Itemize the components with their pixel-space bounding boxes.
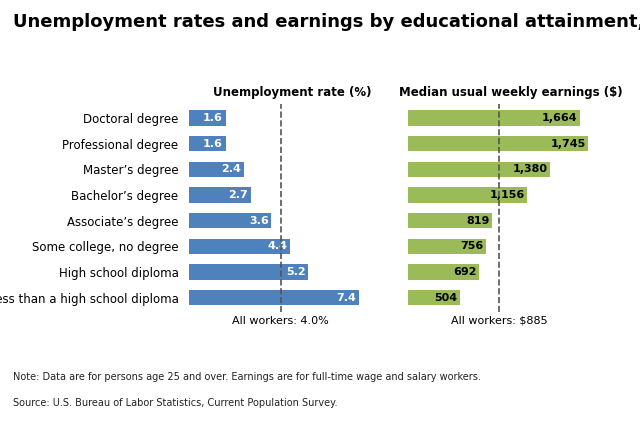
Text: Source: U.S. Bureau of Labor Statistics, Current Population Survey.: Source: U.S. Bureau of Labor Statistics,… [13, 398, 337, 408]
Text: 1.6: 1.6 [203, 139, 223, 149]
Text: 756: 756 [460, 241, 483, 251]
Text: 2.4: 2.4 [221, 165, 241, 174]
Bar [408, 136, 588, 152]
Bar [189, 162, 244, 177]
Text: 504: 504 [434, 293, 457, 303]
Bar [189, 290, 358, 305]
Text: 819: 819 [467, 216, 490, 226]
Text: 5.2: 5.2 [286, 267, 305, 277]
Bar [189, 187, 251, 203]
Bar [408, 110, 580, 126]
Bar [408, 264, 479, 280]
Title: Unemployment rate (%): Unemployment rate (%) [213, 86, 371, 99]
Text: 3.6: 3.6 [249, 216, 269, 226]
Text: 1,745: 1,745 [550, 139, 586, 149]
Bar [408, 213, 492, 228]
Text: 4.4: 4.4 [267, 241, 287, 251]
Bar [189, 264, 308, 280]
Text: Unemployment rates and earnings by educational attainment, 2016: Unemployment rates and earnings by educa… [13, 13, 640, 31]
Text: 1,156: 1,156 [490, 190, 525, 200]
Text: Note: Data are for persons age 25 and over. Earnings are for full-time wage and : Note: Data are for persons age 25 and ov… [13, 372, 481, 382]
Text: 692: 692 [453, 267, 477, 277]
Text: All workers: $885: All workers: $885 [451, 316, 548, 326]
Text: 7.4: 7.4 [336, 293, 356, 303]
Bar [408, 290, 460, 305]
Title: Median usual weekly earnings ($): Median usual weekly earnings ($) [399, 86, 623, 99]
Bar [189, 213, 271, 228]
Text: 1,380: 1,380 [513, 165, 548, 174]
Bar [408, 187, 527, 203]
Bar [189, 110, 225, 126]
Bar [408, 239, 486, 254]
Bar [189, 239, 290, 254]
Text: 1.6: 1.6 [203, 113, 223, 123]
Bar [408, 162, 550, 177]
Text: 1,664: 1,664 [541, 113, 577, 123]
Text: 2.7: 2.7 [228, 190, 248, 200]
Text: All workers: 4.0%: All workers: 4.0% [232, 316, 329, 326]
Bar [189, 136, 225, 152]
